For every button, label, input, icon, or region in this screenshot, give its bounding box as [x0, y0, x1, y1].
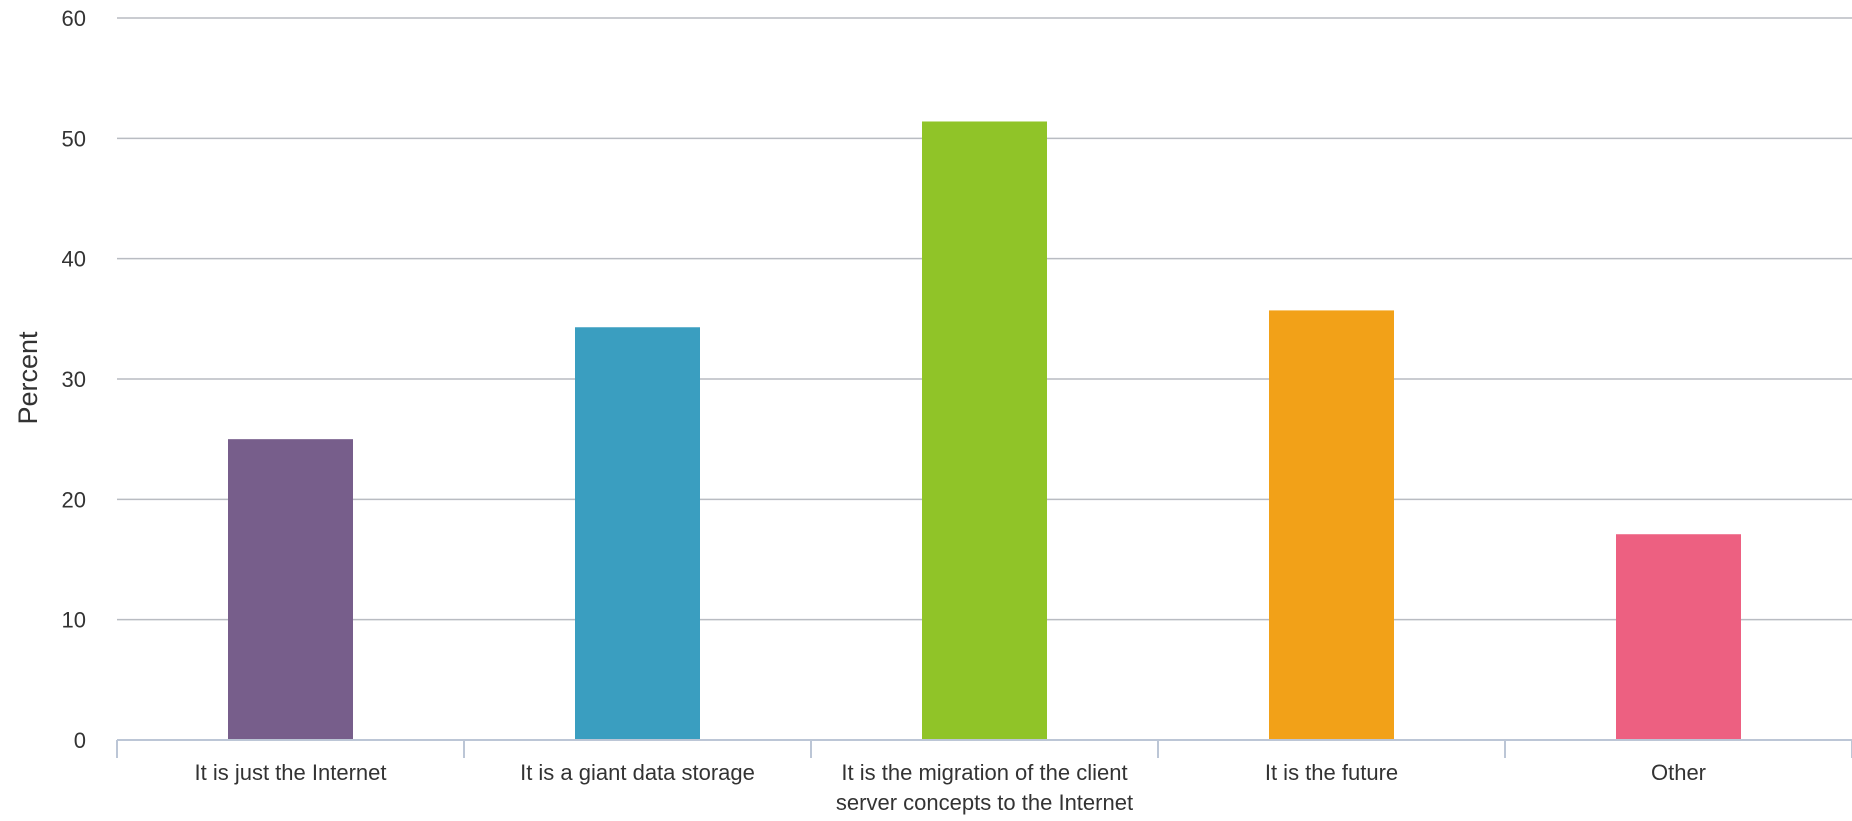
bar[interactable] — [1616, 534, 1741, 740]
x-category-label: Other — [1651, 760, 1706, 785]
x-axis-category-labels: It is just the Internet It is a giant dat… — [195, 760, 1707, 815]
y-tick-label: 50 — [62, 126, 86, 151]
x-axis — [116, 739, 1852, 758]
y-axis-ticks: 0 10 20 30 40 50 60 — [62, 6, 86, 753]
x-category-label: It is a giant data storage — [520, 760, 755, 785]
bar[interactable] — [575, 327, 700, 740]
y-tick-label: 0 — [74, 728, 86, 753]
x-category-label-line: Other — [1651, 760, 1706, 785]
bars — [228, 121, 1741, 740]
x-category-label: It is just the Internet — [195, 760, 387, 785]
y-tick-label: 10 — [62, 608, 86, 633]
y-tick-label: 30 — [62, 367, 86, 392]
x-category-label-line: It is just the Internet — [195, 760, 387, 785]
x-category-label: It is the migration of the client server … — [836, 760, 1133, 815]
x-category-label-line: server concepts to the Internet — [836, 790, 1133, 815]
y-tick-label: 20 — [62, 487, 86, 512]
x-category-label-line: It is the migration of the client — [841, 760, 1127, 785]
x-category-label: It is the future — [1265, 760, 1398, 785]
x-category-label-line: It is a giant data storage — [520, 760, 755, 785]
y-tick-label: 60 — [62, 6, 86, 31]
y-tick-label: 40 — [62, 247, 86, 272]
x-category-label-line: It is the future — [1265, 760, 1398, 785]
y-axis-title: Percent — [13, 331, 43, 425]
bar[interactable] — [922, 121, 1047, 740]
bar[interactable] — [228, 439, 353, 740]
bar[interactable] — [1269, 310, 1394, 740]
